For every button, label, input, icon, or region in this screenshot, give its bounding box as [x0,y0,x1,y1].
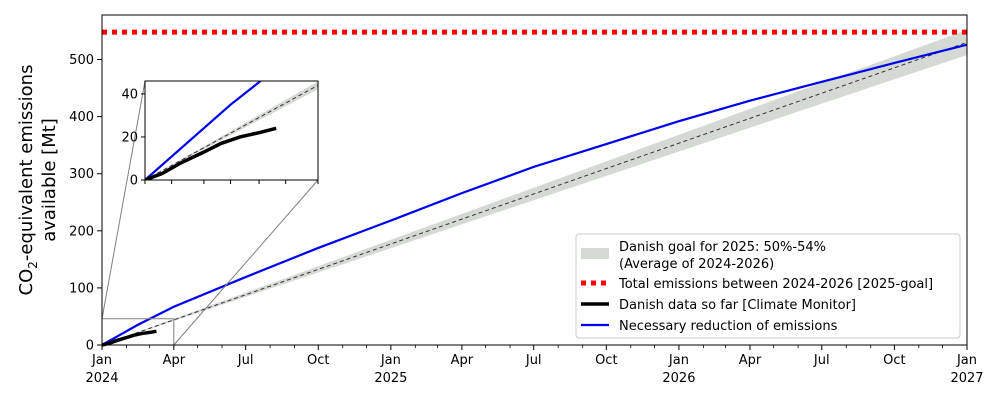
x-tick-label: Jul [237,353,254,368]
legend: Danish goal for 2025: 50%-54% (Average of… [575,233,961,339]
main-axes-frame [101,14,968,346]
legend-label-band-line2: (Average of 2024-2026) [619,257,774,272]
x-tick-label: Jan [380,353,401,368]
inset-necessary-reduction-line [145,81,263,180]
y-tick-label: 100 [69,281,94,296]
inset-axes: 0 20 40 [121,80,319,189]
necessary-reduction-line [101,43,968,346]
x-tick-label: Jan [91,353,112,368]
y-axis-label: CO2-equivalent emissions available [Mt] [16,65,60,296]
x-tick-label: Oct [595,353,617,368]
inset-goal-midline [145,84,318,180]
y-axis-label-line2: available [Mt] [39,118,60,242]
y-axis-label-subscript: 2 [26,261,40,269]
y-axis-label-line1: CO2-equivalent emissions [16,65,40,296]
x-tick-label: Oct [883,353,905,368]
inset-band-goal-range [145,81,318,180]
x-tick-year-label: 2027 [950,371,983,386]
inset-frame [144,80,319,181]
y-axis-label-part-a: CO [16,269,37,296]
y-axis-label-part-b: -equivalent emissions [16,65,37,262]
y-tick-label: 200 [69,224,94,239]
x-tick-label: Jul [525,353,542,368]
x-tick-year-label: 2026 [662,371,695,386]
zoom-connector-left [101,80,146,319]
x-tick-label: Apr [451,353,474,368]
legend-label-danish-data: Danish data so far [Climate Monitor] [619,298,856,313]
legend-label-total: Total emissions between 2024-2026 [2025-… [618,277,933,292]
x-tick-year-label: 2025 [374,371,407,386]
x-tick-label: Jan [668,353,689,368]
inset-plot-area [145,81,318,180]
y-tick-label: 300 [69,167,94,182]
x-tick-label: Jul [813,353,830,368]
y-tick-label: 400 [69,110,94,125]
inset-background [145,81,318,180]
danish-data-line [101,329,157,347]
zoom-connector-right [173,179,319,346]
x-tick-label: Apr [739,353,762,368]
legend-label-band-line1: Danish goal for 2025: 50%-54% [619,240,826,255]
x-tick-label: Oct [307,353,329,368]
inset-y-tick-label: 40 [121,87,138,102]
y-tick-label: 500 [69,53,94,68]
y-tick-label: 0 [86,339,94,354]
x-tick-label: Apr [163,353,186,368]
inset-y-tick-label: 20 [121,130,138,145]
x-tick-label: Jan [956,353,977,368]
goal-midline [101,41,968,346]
band-goal-range [102,29,967,345]
legend-box [575,233,961,339]
legend-label-necessary-reduction: Necessary reduction of emissions [619,319,838,334]
x-tick-year-label: 2024 [85,371,118,386]
inset-y-tick-label: 0 [130,174,138,189]
inset-danish-data-line [145,126,277,180]
legend-swatch-band [581,248,609,259]
